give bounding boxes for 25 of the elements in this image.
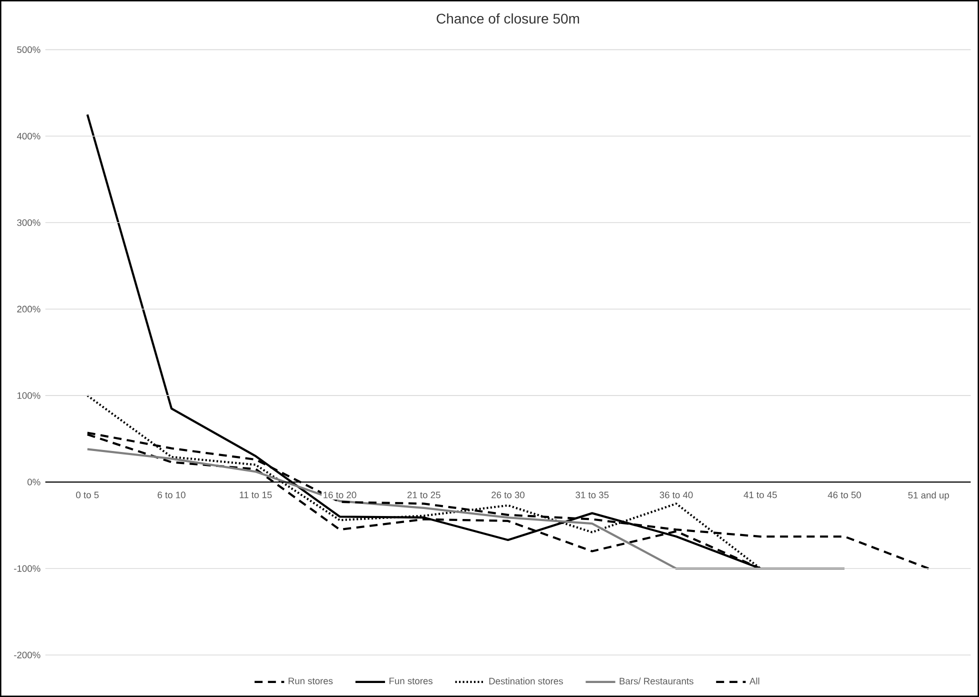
x-tick-label: 36 to 40 bbox=[660, 492, 693, 498]
x-tick-label: 6 to 10 bbox=[158, 492, 186, 498]
y-tick-label: 400% bbox=[16, 132, 40, 140]
x-tick-label: 0 to 5 bbox=[76, 492, 99, 498]
chart-title: Chance of closure 50m bbox=[436, 13, 580, 24]
y-tick-label: 200% bbox=[17, 306, 40, 312]
x-tick-label: 21 to 25 bbox=[407, 492, 440, 498]
legend-label: Bars/ Restaurants bbox=[620, 678, 694, 684]
x-tick-label: 46 to 50 bbox=[828, 492, 861, 498]
y-tick-label: -200% bbox=[14, 652, 40, 658]
legend-label: All bbox=[749, 678, 760, 684]
legend-label: Run stores bbox=[288, 678, 333, 684]
y-tick-label: -100% bbox=[14, 565, 40, 572]
x-tick-label: 41 to 45 bbox=[744, 492, 777, 498]
x-tick-label: 31 to 35 bbox=[576, 492, 609, 498]
legend-label: Fun stores bbox=[390, 678, 433, 684]
y-tick-label: 100% bbox=[17, 392, 40, 399]
legend-label: Destination stores bbox=[489, 678, 563, 684]
x-tick-label: 26 to 30 bbox=[492, 492, 524, 498]
y-tick-label: 300% bbox=[17, 219, 40, 226]
x-tick-label: 16 to 20 bbox=[324, 492, 356, 498]
y-tick-label: 500% bbox=[17, 46, 40, 53]
x-tick-label: 11 to 15 bbox=[240, 492, 272, 498]
y-tick-label: 0% bbox=[27, 478, 40, 486]
x-tick-label: 51 and up bbox=[908, 492, 949, 500]
